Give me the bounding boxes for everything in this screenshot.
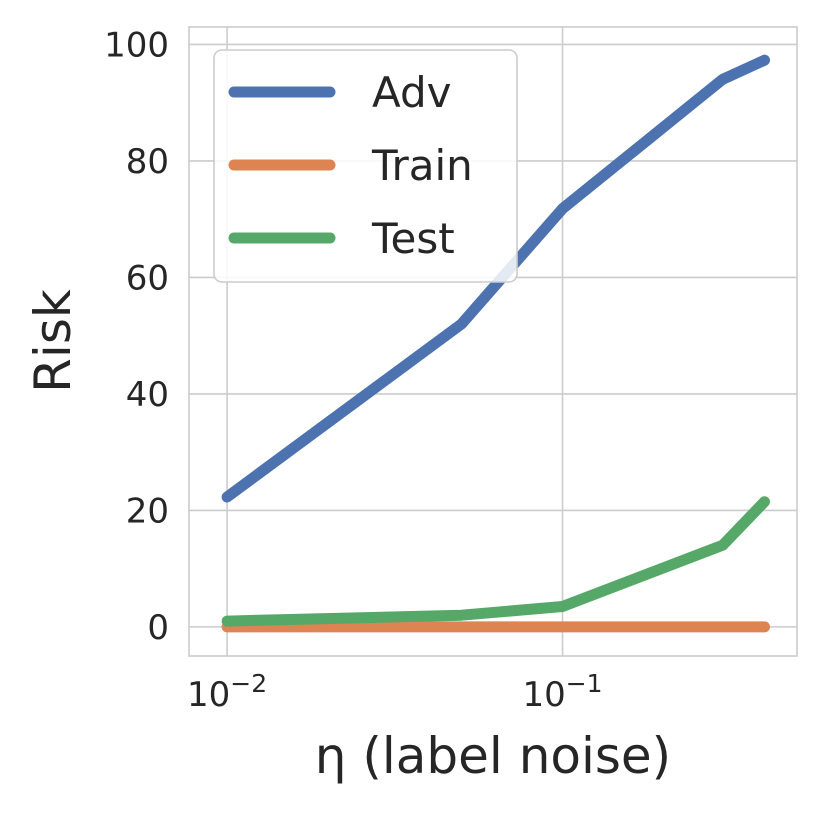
y-tick-label: 80: [126, 142, 169, 182]
y-tick-label: 20: [126, 491, 169, 531]
x-tick-label: 10−2: [187, 669, 267, 715]
y-tick-label: 100: [104, 25, 169, 65]
y-axis-label: Risk: [24, 289, 82, 393]
legend-box: [213, 49, 518, 283]
x-tick-labels: 10−2 10−1: [187, 669, 603, 715]
legend-label-train: Train: [371, 141, 473, 190]
x-axis-label: η (label noise): [315, 727, 671, 785]
x-tick-label: 10−1: [522, 669, 602, 715]
legend-label-adv: Adv: [372, 68, 452, 117]
y-tick-labels: 0 20 40 60 80 100: [104, 25, 169, 647]
y-tick-label: 60: [126, 258, 169, 298]
plot-frame: [188, 26, 798, 657]
series-lines: [221, 54, 770, 633]
y-tick-label: 40: [126, 375, 169, 415]
legend-items: Adv Train Test: [228, 68, 473, 263]
legend-label-test: Test: [371, 214, 455, 263]
y-tick-label: 0: [147, 608, 169, 648]
series-line-adv: [221, 54, 770, 503]
series-line-test: [221, 496, 770, 627]
legend: Adv Train Test: [213, 49, 518, 283]
